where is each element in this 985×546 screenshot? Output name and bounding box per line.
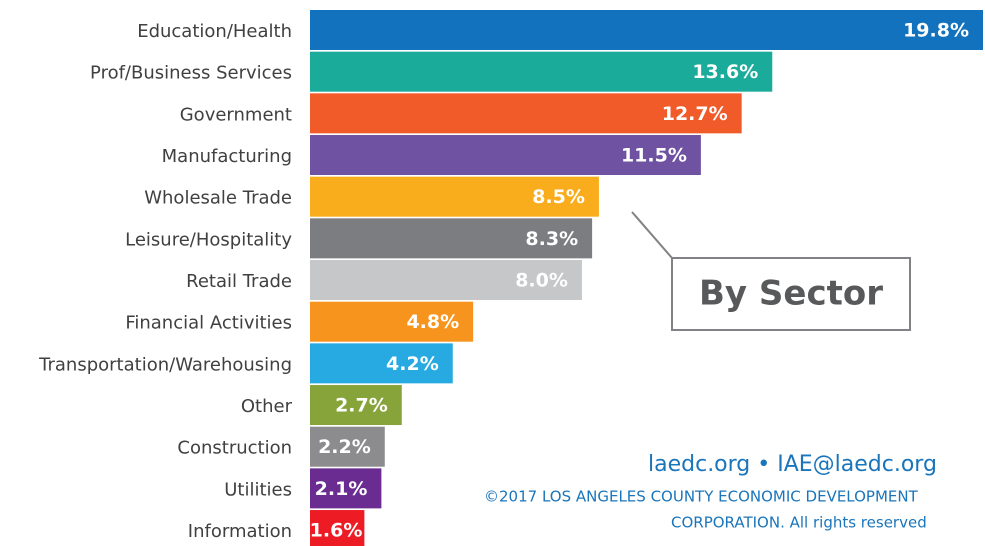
website: laedc.org • IAE@laedc.org xyxy=(648,452,937,477)
category-label: Other xyxy=(241,396,293,417)
value-label: 2.2% xyxy=(318,436,371,458)
bar xyxy=(310,135,701,176)
callout-text: By Sector xyxy=(699,274,883,314)
bar xyxy=(310,510,365,546)
bar xyxy=(310,385,402,426)
callout-box xyxy=(671,257,911,331)
bar xyxy=(310,343,453,384)
bar xyxy=(310,301,474,342)
value-label: 1.6% xyxy=(310,520,363,542)
callout-line xyxy=(631,211,673,259)
copyright: CORPORATION. All rights reserved xyxy=(671,514,927,532)
value-label: 4.8% xyxy=(406,311,459,333)
value-label: 2.7% xyxy=(335,395,388,417)
category-label: Utilities xyxy=(224,479,292,500)
bar xyxy=(310,51,773,92)
value-label: 8.5% xyxy=(532,186,585,208)
category-label: Construction xyxy=(177,438,292,459)
category-label: Government xyxy=(180,104,292,125)
value-label: 13.6% xyxy=(692,61,758,83)
value-label: 12.7% xyxy=(662,103,728,125)
bar xyxy=(310,426,385,467)
bar xyxy=(310,468,382,509)
bar xyxy=(310,218,593,259)
category-label: Education/Health xyxy=(137,21,292,42)
bar xyxy=(310,176,599,217)
value-label: 11.5% xyxy=(621,145,687,167)
bar xyxy=(310,260,582,301)
value-label: 19.8% xyxy=(903,20,969,42)
category-label: Leisure/Hospitality xyxy=(125,229,292,250)
value-label: 8.0% xyxy=(515,270,568,292)
value-label: 4.2% xyxy=(386,353,439,375)
copyright: ©2017 LOS ANGELES COUNTY ECONOMIC DEVELO… xyxy=(484,488,919,506)
category-label: Manufacturing xyxy=(162,146,292,167)
value-label: 8.3% xyxy=(525,228,578,250)
category-label: Retail Trade xyxy=(186,271,292,292)
category-label: Wholesale Trade xyxy=(144,188,292,209)
category-label: Transportation/Warehousing xyxy=(38,354,292,375)
bar xyxy=(310,93,742,134)
category-label: Prof/Business Services xyxy=(90,63,292,84)
value-label: 2.1% xyxy=(315,478,368,500)
category-label: Information xyxy=(188,521,292,542)
bar xyxy=(310,10,983,50)
category-label: Financial Activities xyxy=(125,313,292,334)
